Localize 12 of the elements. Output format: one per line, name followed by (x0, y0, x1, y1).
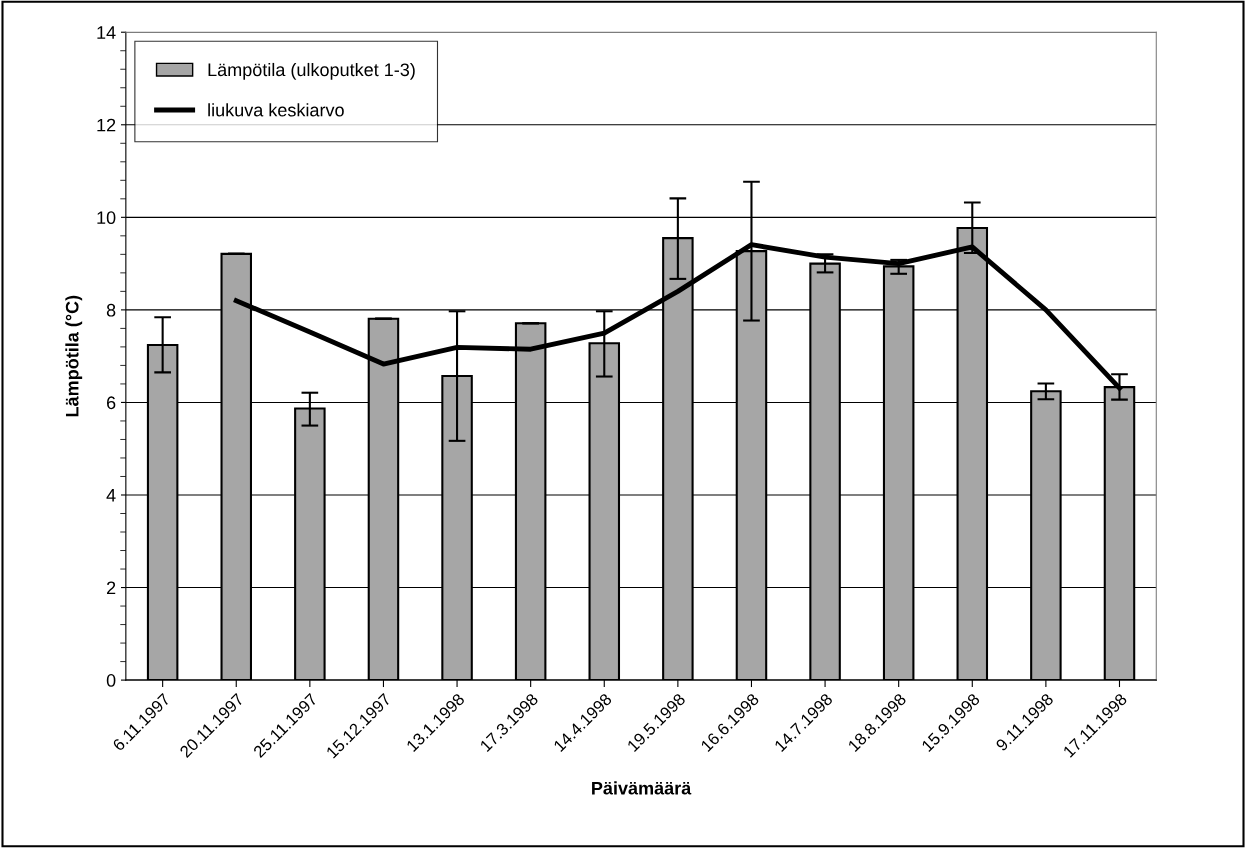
y-tick-label: 12 (97, 118, 116, 132)
y-tick-label: 6 (107, 396, 116, 410)
x-axis-title: Päivämäärä (592, 781, 692, 795)
y-tick-label: 10 (97, 211, 116, 225)
y-tick-label: 14 (97, 26, 116, 39)
legend-label: Lämpötila (ulkoputket 1-3) (208, 62, 415, 80)
y-axis-title: Lämpötila (°C) (65, 295, 83, 417)
y-tick-label: 2 (106, 581, 116, 595)
y-tick-label: 8 (106, 303, 116, 317)
legend-label: liukuva keskiarvo (208, 103, 344, 117)
y-tick-label: 0 (106, 674, 116, 687)
y-tick-label: 4 (106, 489, 116, 502)
